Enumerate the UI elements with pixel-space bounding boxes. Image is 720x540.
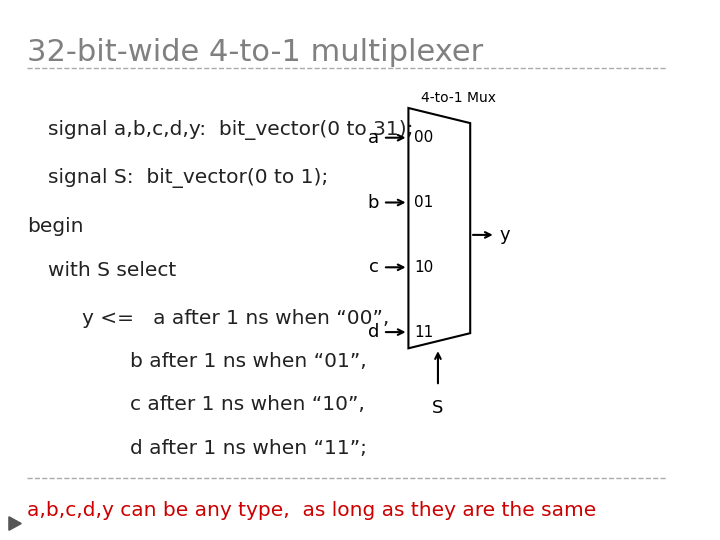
Polygon shape — [9, 517, 22, 530]
Text: 11: 11 — [414, 325, 433, 340]
Text: b: b — [367, 193, 379, 212]
Text: 00: 00 — [414, 130, 433, 145]
Text: a: a — [368, 129, 379, 147]
Text: b after 1 ns when “01”,: b after 1 ns when “01”, — [130, 352, 367, 372]
Text: S: S — [432, 399, 444, 416]
Text: c: c — [369, 258, 379, 276]
Text: 4-to-1 Mux: 4-to-1 Mux — [421, 91, 496, 105]
Text: with S select: with S select — [48, 260, 176, 280]
Text: 32-bit-wide 4-to-1 multiplexer: 32-bit-wide 4-to-1 multiplexer — [27, 38, 484, 67]
Text: d: d — [367, 323, 379, 341]
Text: c after 1 ns when “10”,: c after 1 ns when “10”, — [130, 395, 365, 415]
Text: 01: 01 — [414, 195, 433, 210]
Text: y: y — [499, 226, 510, 244]
Text: y <=   a after 1 ns when “00”,: y <= a after 1 ns when “00”, — [82, 309, 390, 328]
Text: d after 1 ns when “11”;: d after 1 ns when “11”; — [130, 438, 367, 458]
Text: signal a,b,c,d,y:  bit_vector(0 to 31);: signal a,b,c,d,y: bit_vector(0 to 31); — [48, 119, 413, 140]
Text: 10: 10 — [414, 260, 433, 275]
Text: begin: begin — [27, 217, 84, 237]
Text: signal S:  bit_vector(0 to 1);: signal S: bit_vector(0 to 1); — [48, 168, 328, 188]
Text: a,b,c,d,y can be any type,  as long as they are the same: a,b,c,d,y can be any type, as long as th… — [27, 501, 597, 520]
